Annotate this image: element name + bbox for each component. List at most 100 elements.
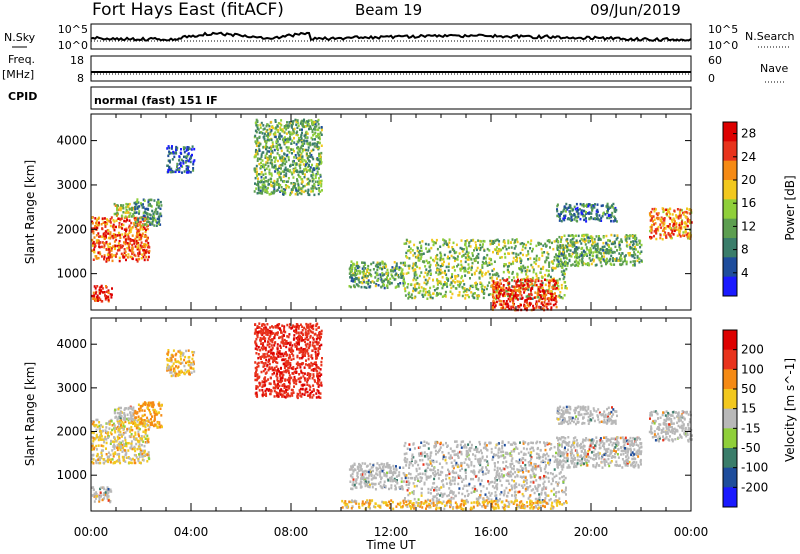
power-echo-cell	[259, 123, 262, 127]
power-echo-cell	[502, 293, 505, 297]
velocity-echo-cell	[310, 330, 313, 334]
power-echo-cell	[119, 236, 122, 239]
power-echo-cell	[684, 215, 687, 218]
velocity-echo-cell	[157, 426, 160, 429]
power-echo-cell	[285, 174, 288, 178]
velocity-echo-cell	[140, 449, 142, 453]
power-echo-cell	[109, 246, 112, 249]
power-echo-cell	[653, 210, 656, 213]
power-echo-cell	[435, 294, 438, 297]
power-echo-cell	[311, 176, 314, 180]
power-echo-cell	[106, 243, 109, 246]
power-echo-cell	[649, 229, 651, 233]
power-echo-cell	[473, 257, 476, 261]
power-echo-cell	[650, 229, 653, 232]
power-echo-cell	[426, 261, 429, 265]
power-echo-cell	[469, 284, 472, 288]
power-echo-cell	[168, 150, 171, 153]
power-echo-cell	[305, 120, 308, 123]
velocity-echo-cell	[308, 377, 311, 380]
power-echo-cell	[436, 247, 439, 251]
power-echo-cell	[468, 240, 471, 244]
power-echo-cell	[257, 188, 260, 192]
power-echo-cell	[304, 125, 307, 128]
power-echo-cell	[297, 189, 300, 193]
power-echo-cell	[153, 211, 156, 214]
power-echo-cell	[605, 234, 608, 238]
power-echo-cell	[306, 152, 308, 156]
power-echo-cell	[597, 256, 600, 260]
power-echo-cell	[627, 252, 630, 255]
power-echo-cell	[553, 240, 556, 243]
power-echo-cell	[147, 241, 150, 245]
power-echo-cell	[148, 203, 151, 206]
velocity-echo-cell	[101, 425, 104, 429]
velocity-echo-cell	[268, 362, 271, 366]
power-echo-cell	[416, 247, 419, 250]
power-echo-cell	[651, 207, 654, 211]
power-echo-cell	[140, 237, 143, 241]
power-echo-cell	[148, 198, 151, 202]
power-echo-cell	[183, 170, 186, 173]
power-echo-cell	[447, 262, 450, 266]
velocity-echo-cell	[123, 408, 126, 412]
power-echo-cell	[299, 135, 302, 139]
velocity-echo-cell	[141, 409, 144, 412]
power-echo-cell	[273, 166, 275, 169]
power-echo-cell	[612, 250, 615, 254]
power-echo-cell	[452, 285, 455, 288]
velocity-echo-cell	[118, 419, 121, 423]
power-echo-cell	[527, 240, 530, 244]
power-echo-cell	[529, 303, 531, 307]
power-echo-cell	[524, 269, 527, 273]
power-echo-cell	[468, 271, 471, 274]
power-echo-cell	[271, 143, 274, 147]
power-echo-cell	[306, 191, 309, 194]
velocity-echo-cell	[260, 357, 262, 360]
power-echo-cell	[299, 122, 302, 125]
velocity-echo-cell	[192, 353, 195, 357]
power-echo-cell	[655, 229, 658, 233]
power-echo-cell	[103, 217, 106, 220]
velocity-echo-cell	[136, 447, 139, 451]
power-echo-cell	[418, 274, 421, 278]
velocity-echo-cell	[157, 421, 160, 425]
power-echo-cell	[293, 156, 296, 159]
power-echo-cell	[510, 308, 513, 311]
power-echo-cell	[282, 161, 285, 164]
power-echo-cell	[187, 148, 189, 151]
velocity-echo-cell	[146, 441, 148, 444]
power-echo-cell	[270, 148, 272, 151]
power-echo-cell	[103, 255, 106, 259]
power-echo-cell	[663, 209, 666, 212]
power-echo-cell	[651, 216, 653, 220]
power-echo-cell	[307, 122, 310, 126]
power-echo-cell	[673, 226, 676, 230]
power-echo-cell	[679, 208, 682, 212]
power-echo-cell	[408, 267, 411, 270]
power-echo-cell	[300, 134, 303, 137]
velocity-echo-cell	[174, 371, 177, 374]
power-echo-cell	[285, 172, 288, 175]
power-echo-cell	[109, 254, 112, 257]
power-echo-cell	[412, 289, 415, 293]
power-echo-cell	[632, 242, 635, 246]
power-echo-cell	[94, 244, 97, 248]
velocity-echo-cell	[155, 410, 158, 413]
velocity-echo-cell	[119, 448, 122, 452]
power-echo-cell	[117, 246, 120, 249]
power-echo-cell	[471, 261, 474, 265]
power-echo-cell	[655, 237, 658, 241]
power-echo-cell	[121, 214, 124, 218]
power-echo-cell	[556, 238, 559, 241]
power-echo-cell	[559, 291, 562, 294]
velocity-echo-cell	[140, 435, 143, 438]
power-echo-cell	[444, 290, 447, 294]
power-echo-cell	[601, 245, 604, 249]
power-echo-cell	[453, 249, 456, 253]
power-echo-cell	[276, 188, 279, 192]
power-echo-cell	[408, 249, 411, 252]
power-echo-cell	[160, 214, 163, 218]
power-echo-cell	[300, 170, 303, 174]
power-echo-cell	[514, 240, 516, 244]
